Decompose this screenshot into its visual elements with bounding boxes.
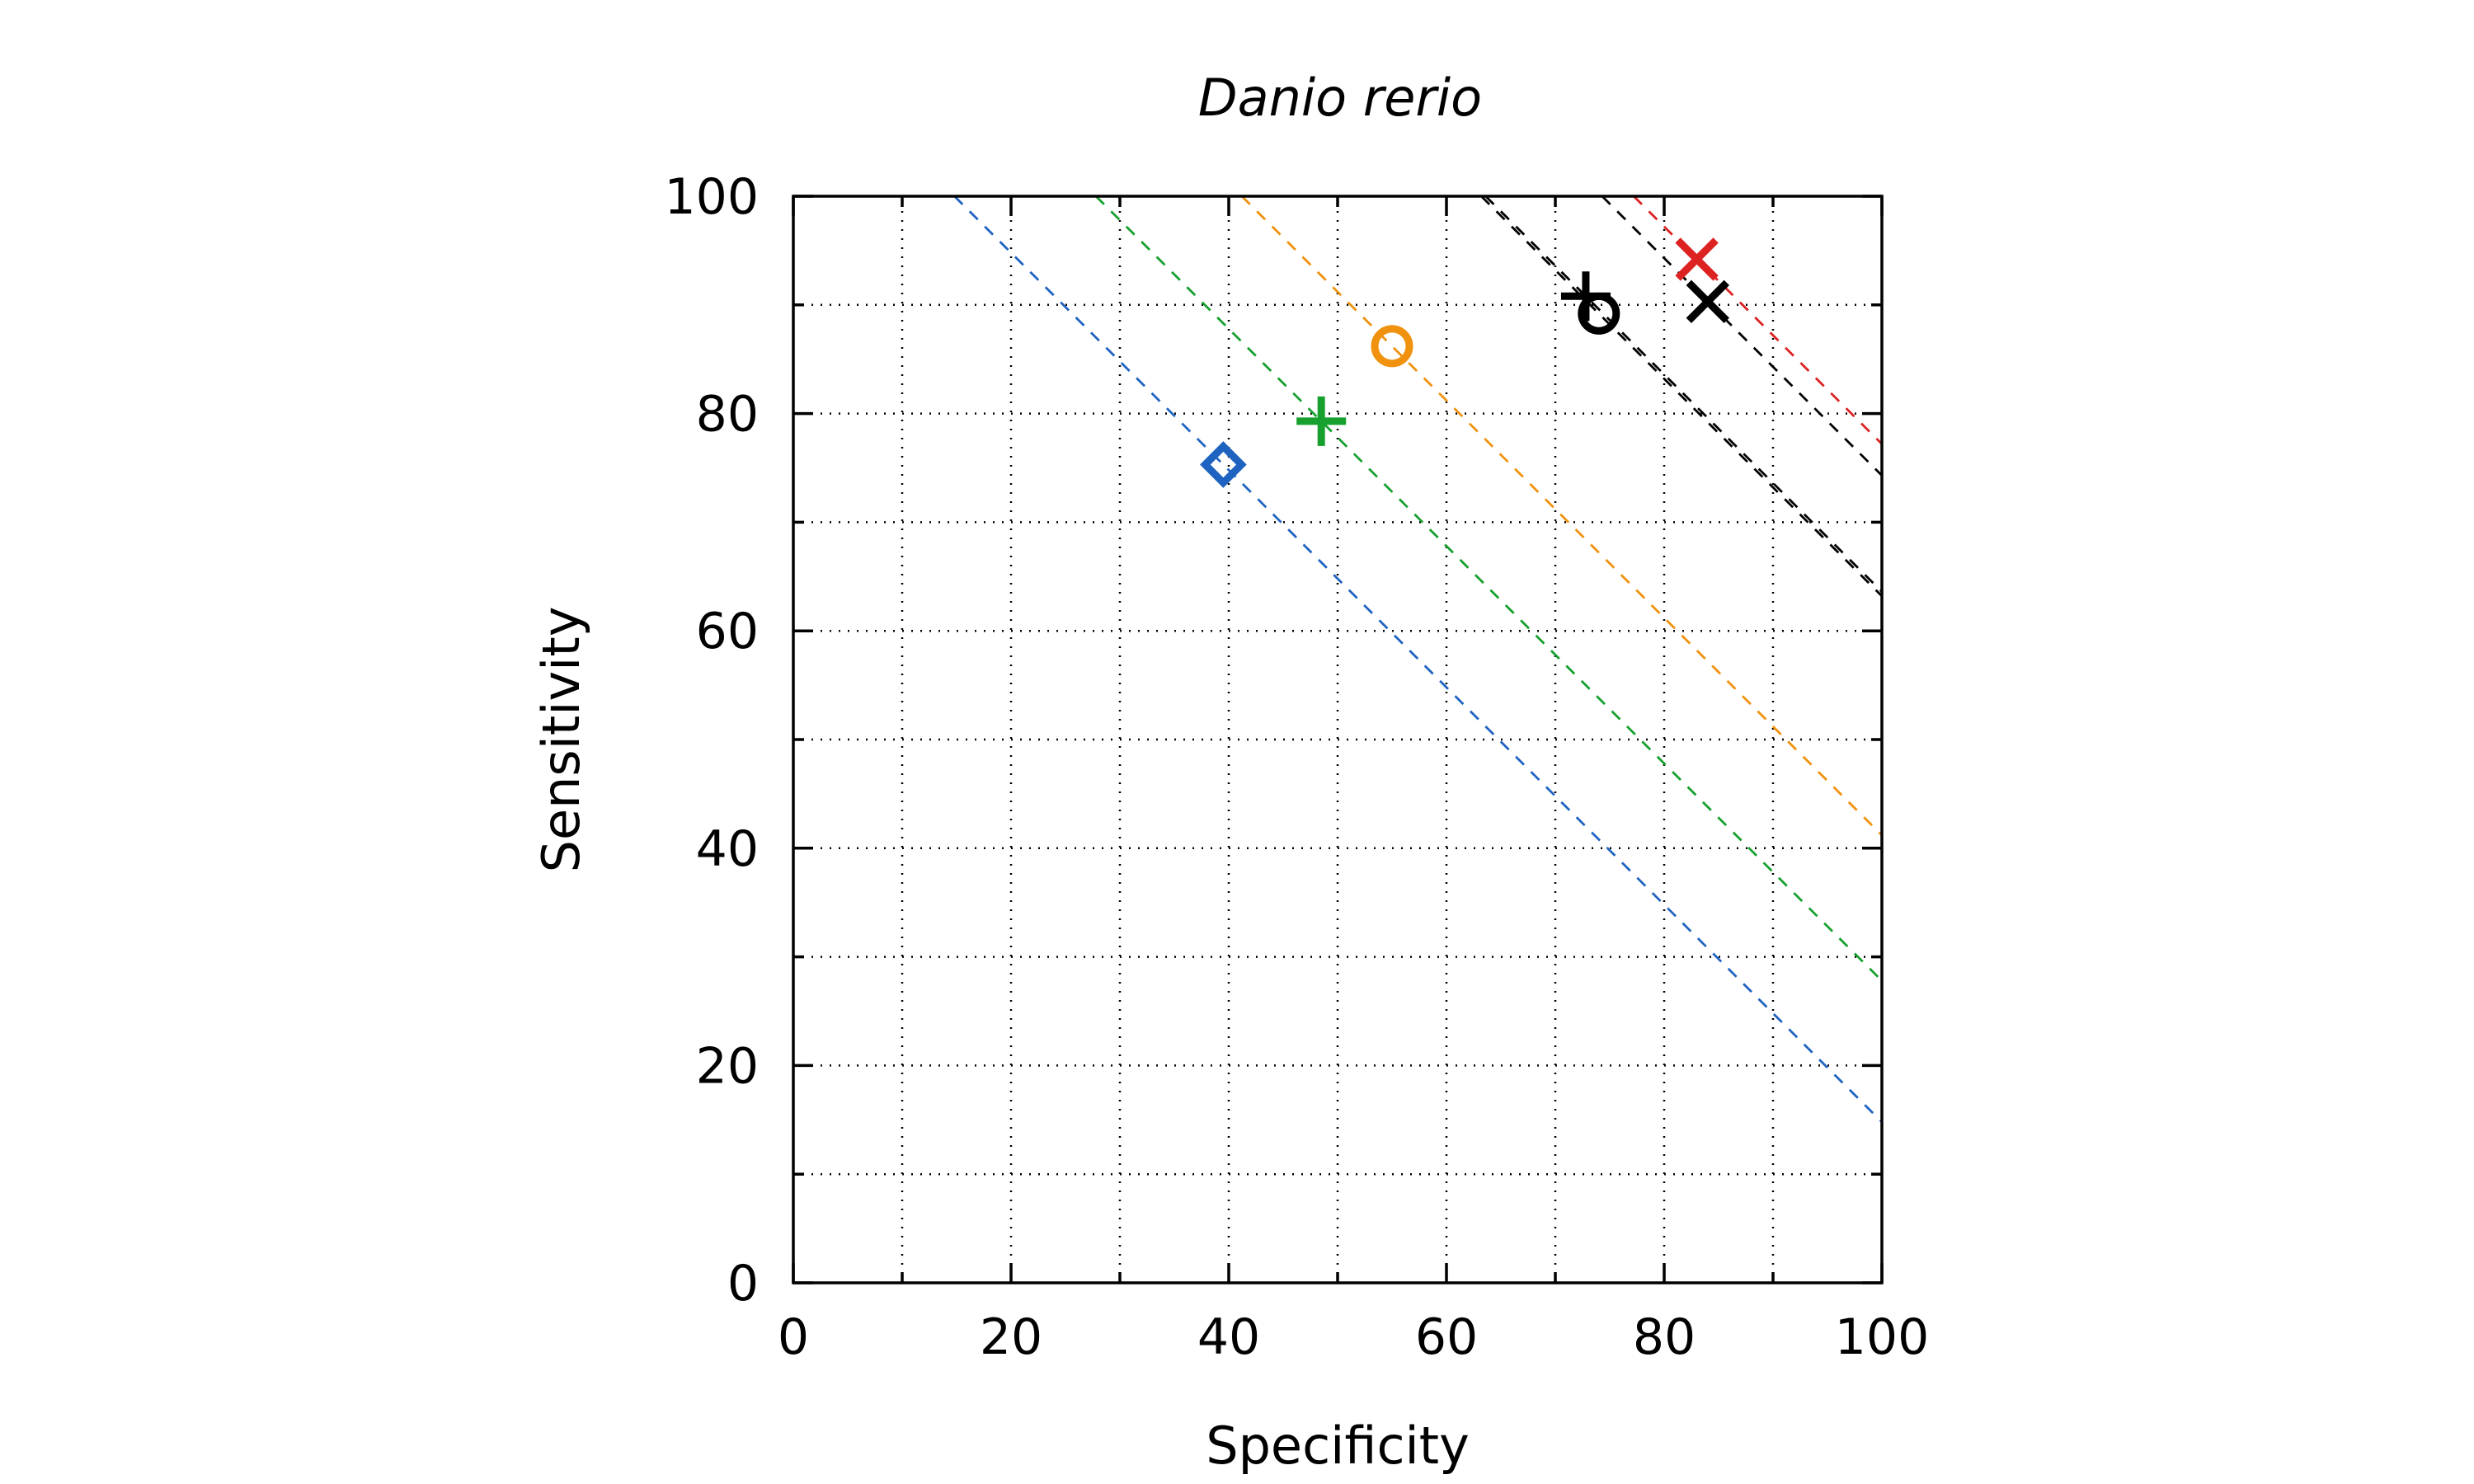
x-tick-label: 20 (980, 1308, 1042, 1366)
iso-line (953, 195, 1883, 1123)
y-axis-label: Sensitivity (531, 607, 591, 873)
y-tick-label: 60 (696, 603, 759, 660)
y-tick-labels: 0 20 40 60 80 100 (664, 168, 759, 1313)
iso-line (1484, 195, 1883, 593)
cross-marker (1675, 237, 1719, 281)
y-tick-label: 40 (696, 820, 759, 878)
y-tick-label: 80 (696, 386, 759, 444)
x-tick-label: 40 (1197, 1308, 1260, 1366)
cross-marker (1686, 279, 1729, 324)
x-tick-labels: 0 20 40 60 80 100 (778, 1308, 1929, 1366)
circle-marker (1371, 325, 1413, 368)
x-tick-label: 0 (778, 1308, 809, 1366)
chart-title: Danio rerio (1198, 68, 1482, 128)
x-tick-label: 80 (1633, 1308, 1696, 1366)
plot-frame (792, 195, 1884, 1284)
x-tick-label: 60 (1415, 1308, 1478, 1366)
y-tick-label: 0 (727, 1255, 759, 1313)
circle-marker (1578, 292, 1620, 335)
diamond-marker (1200, 441, 1247, 488)
iso-line (1601, 195, 1883, 477)
plus-marker (1296, 396, 1347, 446)
grid (793, 196, 1882, 1283)
iso-line (1240, 195, 1883, 836)
x-axis-label: Specificity (1206, 1416, 1470, 1476)
iso-lines (953, 195, 1883, 1123)
iso-line (1094, 195, 1883, 982)
y-tick-label: 20 (696, 1037, 759, 1095)
data-points (1200, 237, 1729, 488)
iso-line (1480, 195, 1883, 598)
x-tick-label: 100 (1835, 1308, 1930, 1366)
iso-line (1633, 195, 1883, 445)
y-tick-label: 100 (664, 168, 759, 226)
